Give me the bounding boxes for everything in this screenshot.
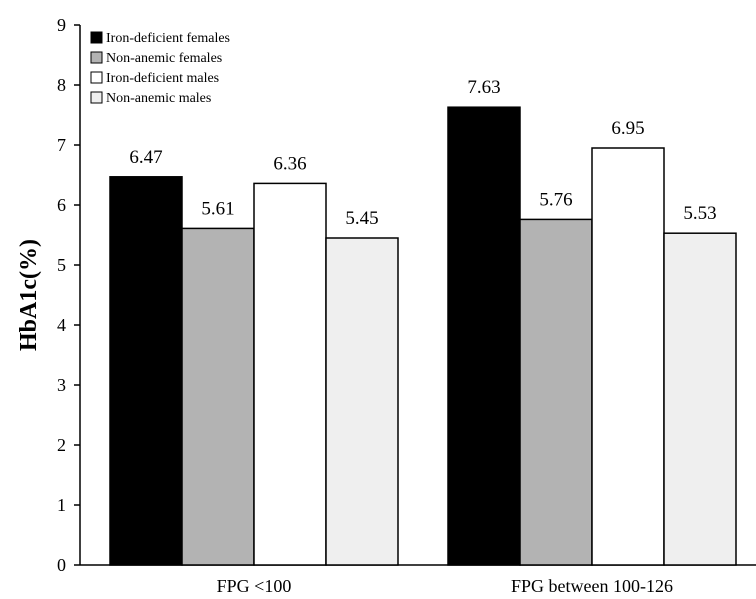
bar-2-1: [591, 147, 665, 566]
data-label: 5.53: [683, 203, 716, 224]
legend-label: Iron-deficient males: [106, 71, 219, 86]
legend-swatch: [90, 71, 103, 84]
data-label: 5.61: [201, 198, 234, 219]
y-tick-label: 6: [57, 195, 66, 215]
category-label: FPG between 100-126: [511, 576, 673, 596]
legend-swatch: [90, 31, 103, 44]
data-label: 5.45: [345, 208, 378, 229]
bar-3-0: [325, 237, 399, 566]
y-tick-label: 5: [57, 255, 66, 275]
bar-3-1: [663, 232, 737, 566]
legend-label: Non-anemic males: [106, 91, 211, 106]
data-label: 6.95: [611, 118, 644, 139]
bar-2-0: [253, 182, 327, 566]
y-axis-ticks: 0 1 2 3 4 5 6 7 8 9: [57, 15, 80, 575]
y-tick-label: 3: [57, 375, 66, 395]
bar-0-1: [447, 106, 521, 566]
y-tick-label: 0: [57, 555, 66, 575]
y-axis-title: HbA1c(%): [16, 239, 42, 351]
data-label: 6.47: [129, 147, 162, 168]
data-labels: 6.47 5.61 6.36 5.45 7.63 5.76 6.95 5.53: [129, 77, 716, 229]
data-label: 7.63: [467, 77, 500, 98]
category-labels: FPG <100 FPG between 100-126: [217, 576, 673, 596]
y-tick-label: 4: [57, 315, 66, 335]
legend-swatch: [90, 51, 103, 64]
data-label: 5.76: [539, 189, 572, 210]
category-label: FPG <100: [217, 576, 292, 596]
bar-0-0: [109, 176, 183, 566]
legend-label: Iron-deficient females: [106, 31, 230, 46]
y-tick-label: 8: [57, 75, 66, 95]
y-tick-label: 7: [57, 135, 66, 155]
data-label: 6.36: [273, 153, 306, 174]
y-tick-label: 2: [57, 435, 66, 455]
bars: [109, 106, 737, 566]
bar-1-1: [519, 218, 593, 566]
legend: Iron-deficient females Non-anemic females…: [90, 31, 230, 106]
y-tick-label: 9: [57, 15, 66, 35]
legend-swatch: [90, 91, 103, 104]
y-tick-label: 1: [57, 495, 66, 515]
legend-label: Non-anemic females: [106, 51, 222, 66]
bar-1-0: [181, 227, 255, 566]
